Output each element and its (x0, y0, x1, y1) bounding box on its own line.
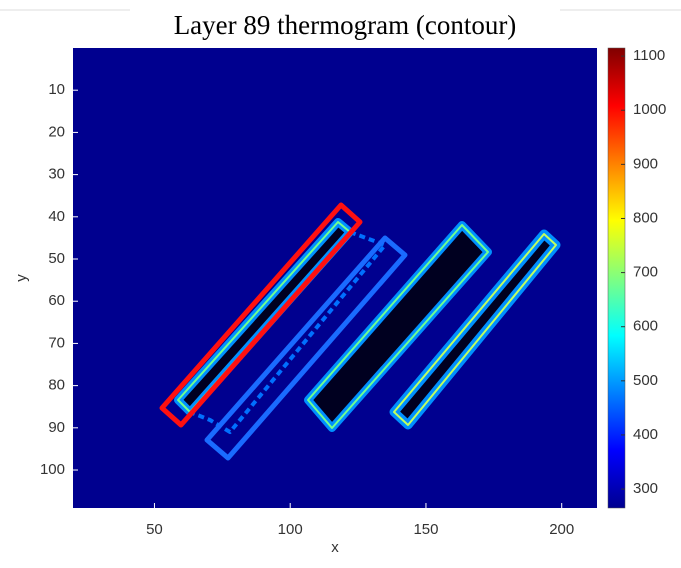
y-axis-label: y (13, 274, 30, 282)
x-axis-label: x (331, 539, 339, 556)
highlight-box (204, 235, 408, 461)
y-tick-label: 20 (48, 123, 65, 140)
x-tick-label: 200 (549, 521, 574, 538)
tracks (159, 202, 561, 461)
y-tick-label: 80 (48, 377, 65, 394)
chart-title: Layer 89 thermogram (contour) (174, 10, 517, 40)
colorbar-tick-label: 300 (633, 480, 658, 497)
highlight-box (159, 202, 363, 428)
y-tick-label: 40 (48, 208, 65, 225)
colorbar-tick-label: 600 (633, 318, 658, 335)
x-tick-label: 50 (146, 521, 163, 538)
colorbar-tick-label: 700 (633, 264, 658, 281)
y-tick-label: 70 (48, 334, 65, 351)
colorbar-tick-label: 800 (633, 209, 658, 226)
track (304, 221, 492, 432)
colorbar-tick-label: 400 (633, 426, 658, 443)
colorbar-tick-label: 1000 (633, 101, 666, 118)
track (189, 230, 387, 434)
colorbar (607, 47, 626, 509)
track (389, 229, 561, 430)
x-tick-label: 150 (413, 521, 438, 538)
colorbar-tick-label: 1100 (633, 47, 665, 64)
y-tick-label: 60 (48, 292, 65, 309)
x-tick-label: 100 (278, 521, 303, 538)
y-tick-label: 30 (48, 166, 65, 183)
colorbar-tick-label: 900 (633, 155, 658, 172)
colorbar-tick-label: 500 (633, 372, 658, 389)
y-tick-label: 10 (48, 81, 65, 98)
y-tick-label: 90 (48, 419, 65, 436)
y-tick-label: 50 (48, 250, 65, 267)
y-tick-label: 100 (40, 461, 65, 478)
